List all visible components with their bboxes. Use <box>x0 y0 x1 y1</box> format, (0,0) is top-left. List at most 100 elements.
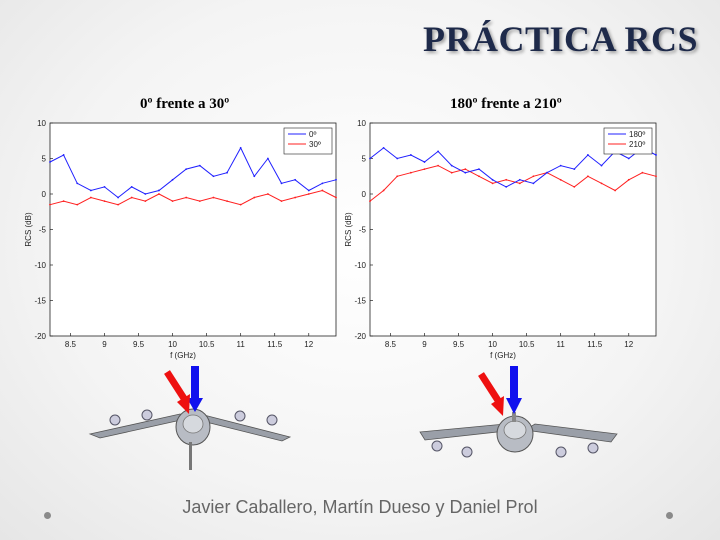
data-point <box>171 178 174 181</box>
x-tick-label: 12 <box>304 340 313 349</box>
data-point <box>423 168 426 171</box>
data-point <box>409 171 412 174</box>
data-point <box>321 182 324 185</box>
data-point <box>158 193 160 195</box>
series-line-0 <box>369 147 657 188</box>
data-point <box>253 175 256 178</box>
slide-title: PRÁCTICA RCS <box>422 19 698 59</box>
plot-area <box>49 122 337 337</box>
data-point <box>103 186 106 188</box>
series-line-1 <box>369 165 657 202</box>
data-point <box>478 175 480 178</box>
data-point <box>321 189 324 192</box>
data-point <box>369 200 371 202</box>
data-point <box>226 200 228 202</box>
data-point <box>573 168 576 171</box>
x-axis-label: f (GHz) <box>490 351 516 360</box>
data-point <box>491 178 494 181</box>
y-tick-label: -10 <box>354 261 366 270</box>
data-point <box>423 161 426 163</box>
legend-label: 210º <box>629 140 645 149</box>
data-point <box>144 193 147 195</box>
data-point <box>158 189 160 192</box>
x-axis-label: f (GHz) <box>170 351 196 360</box>
legend-label: 30º <box>309 140 321 149</box>
x-tick-label: 12 <box>624 340 633 349</box>
y-tick-label: 0 <box>42 190 47 199</box>
data-point <box>62 154 65 156</box>
data-point <box>307 189 310 192</box>
legend-label: 180º <box>629 130 645 139</box>
x-tick-label: 8.5 <box>65 340 77 349</box>
y-axis-label: RCS (dB) <box>345 212 353 247</box>
data-point <box>587 154 589 156</box>
data-point <box>587 175 589 178</box>
data-point <box>505 186 508 188</box>
data-point <box>76 203 79 206</box>
data-point <box>280 182 283 185</box>
data-point <box>185 196 188 199</box>
x-tick-label: 11.5 <box>587 340 603 349</box>
data-point <box>382 189 385 192</box>
x-tick-label: 9 <box>102 340 107 349</box>
data-point <box>396 157 399 160</box>
y-tick-label: -15 <box>354 297 366 306</box>
airplane-front-view-left <box>88 366 292 470</box>
data-point <box>294 178 297 181</box>
incidence-arrow-red-left <box>164 370 190 414</box>
y-tick-label: 10 <box>357 119 366 128</box>
data-point <box>464 171 467 174</box>
data-point <box>491 182 494 185</box>
legend-box <box>283 127 333 155</box>
data-point <box>464 168 467 171</box>
data-point <box>559 164 562 167</box>
y-tick-label: -5 <box>39 226 47 235</box>
x-tick-label: 9.5 <box>453 340 465 349</box>
data-point <box>382 146 385 149</box>
series-line-1 <box>49 189 337 206</box>
data-point <box>335 178 337 181</box>
y-tick-label: -20 <box>354 332 366 341</box>
plot-area <box>369 122 657 337</box>
data-point <box>267 193 269 195</box>
x-tick-label: 9.5 <box>133 340 145 349</box>
data-point <box>546 171 548 174</box>
data-point <box>532 175 535 178</box>
data-point <box>185 168 188 171</box>
y-tick-label: 10 <box>37 119 46 128</box>
data-point <box>600 182 603 185</box>
data-point <box>573 186 576 188</box>
y-tick-label: -15 <box>34 297 46 306</box>
y-tick-label: 5 <box>42 155 47 164</box>
data-point <box>198 200 201 202</box>
data-point <box>437 150 439 153</box>
data-point <box>117 203 119 206</box>
airplane-left-body <box>88 408 292 470</box>
data-point <box>239 203 242 206</box>
data-point <box>307 193 310 195</box>
data-point <box>130 196 133 199</box>
data-point <box>130 186 133 188</box>
rcs-chart-right: 8.5 9 9.5 10 10.5 11 11.5 12 -20 -15 -10 -5 0 5 10 f (G… <box>345 119 657 360</box>
authors-footer: Javier Caballero, Martín Dueso y Daniel … <box>182 497 538 517</box>
data-point <box>253 196 256 199</box>
data-point <box>614 189 617 192</box>
incidence-arrow-red-right <box>478 372 504 416</box>
data-point <box>49 203 51 206</box>
chart-title-left: 0º frente a 30º <box>140 96 230 112</box>
data-point <box>450 164 453 167</box>
data-point <box>89 189 92 192</box>
data-point <box>518 178 521 181</box>
legend-box <box>603 127 653 155</box>
legend-label: 0º <box>309 130 316 139</box>
data-point <box>655 175 657 178</box>
data-point <box>478 168 480 171</box>
rcs-chart-left: 8.5 9 9.5 10 10.5 11 11.5 12 -20 -15 -10 -5 0 5 10 f (G… <box>25 119 337 360</box>
data-point <box>239 146 242 149</box>
airplane-rear-view-right <box>419 366 618 458</box>
y-tick-label: -5 <box>359 226 367 235</box>
data-point <box>518 182 521 185</box>
data-point <box>294 196 297 199</box>
incidence-arrow-blue-left <box>187 366 203 412</box>
data-point <box>450 171 453 174</box>
